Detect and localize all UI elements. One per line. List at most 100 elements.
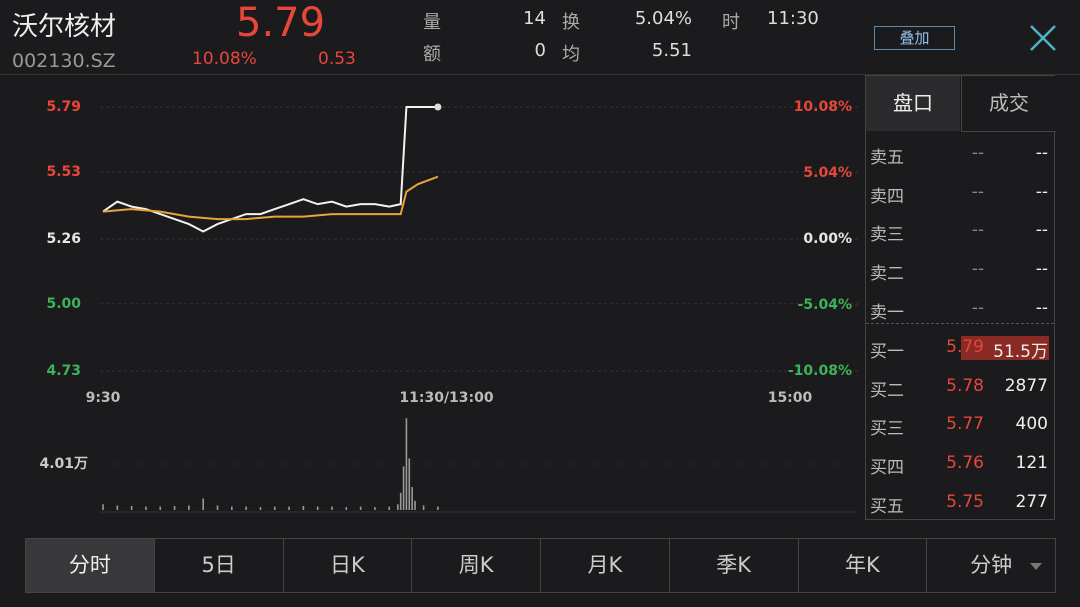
book-row: 卖五 -- --	[866, 134, 1054, 172]
row-price: 5.75	[946, 491, 984, 512]
stat-value: 11:30	[767, 8, 819, 29]
period-tab[interactable]: 5日	[155, 539, 284, 592]
last-price: 5.79	[236, 0, 326, 46]
row-label: 卖一	[870, 302, 904, 323]
volume-bar	[405, 418, 408, 510]
series-line	[102, 175, 439, 221]
row-price: --	[971, 259, 984, 280]
book-row: 买二 5.78 2877	[866, 367, 1054, 405]
stat-label: 时	[722, 12, 740, 33]
y-tick-label: 5.53	[46, 164, 81, 180]
stat-label: 额	[423, 44, 441, 65]
volume-bar	[402, 466, 405, 510]
period-tabs: 分时 5日 日K 周K 月K 季K 年K 分钟	[25, 538, 1056, 593]
y-tick-label: 5.79	[46, 99, 81, 115]
row-label: 卖五	[870, 148, 904, 168]
book-row: 卖一 -- --	[866, 289, 1054, 327]
volume-bar	[145, 506, 147, 510]
row-volume: 121	[1015, 453, 1048, 474]
row-label: 卖四	[870, 186, 904, 207]
row-label: 买二	[870, 380, 904, 401]
row-price: --	[971, 220, 984, 241]
row-label: 卖二	[870, 264, 904, 285]
book-row: 买五 5.75 277	[866, 483, 1054, 521]
row-volume: --	[1035, 181, 1048, 202]
row-label: 卖三	[870, 225, 904, 246]
y2-tick-label: -5.04%	[798, 297, 852, 313]
row-price: --	[971, 297, 984, 318]
volume-bar	[345, 507, 348, 510]
y2-tick-label: -10.08%	[788, 363, 852, 379]
overlay-button[interactable]: 叠加	[874, 26, 955, 50]
volume-bar	[411, 487, 413, 510]
dropdown-arrow	[1030, 563, 1042, 570]
row-price: 5.78	[946, 375, 984, 396]
series-line	[102, 106, 438, 233]
row-label: 买三	[870, 419, 904, 440]
chart: 5.79 5.53 5.26 5.00 4.73 10.08% 5.04% 0.00% -5.0…	[39, 99, 858, 513]
book-row: 卖三 -- --	[866, 211, 1054, 249]
volume-bar	[331, 506, 333, 510]
period-tab[interactable]: 年K	[799, 539, 928, 592]
row-price: --	[971, 181, 984, 202]
volume-bar	[188, 505, 190, 510]
row-price: 5.76	[946, 453, 984, 474]
period-tab[interactable]: 分钟	[970, 553, 1013, 577]
close-button[interactable]	[1028, 24, 1058, 52]
volume-bar	[202, 498, 204, 510]
stat-value: 14	[523, 8, 546, 29]
divider	[0, 74, 1080, 75]
stat-label: 换	[562, 12, 580, 33]
row-volume: --	[1035, 220, 1048, 241]
period-tab[interactable]: 分时	[26, 539, 155, 592]
y2-tick-label: 5.04%	[803, 165, 852, 181]
book-row: 买三 5.77 400	[866, 405, 1054, 443]
volume-bar	[437, 506, 439, 510]
x-tick-label: 11:30/13:00	[399, 390, 493, 406]
volume-bar	[216, 505, 219, 510]
y-tick-label: 5.00	[46, 296, 81, 312]
volume-tick-label: 4.01万	[39, 456, 88, 472]
book-divider	[866, 323, 1054, 324]
order-book: 盘口 成交 卖五 -- -- 卖四 -- -- 卖三 -- -- 卖二 -- -- 卖一 -- -- 买一 5.79…	[865, 75, 1056, 521]
period-tab[interactable]: 月K	[541, 539, 670, 592]
y2-tick-label: 10.08%	[794, 99, 852, 115]
stat-value: 5.51	[651, 40, 692, 61]
book-tab: 成交	[961, 76, 1056, 132]
book-tab: 盘口	[866, 76, 960, 131]
row-label: 买五	[870, 496, 904, 517]
row-price: 5.79	[946, 337, 984, 357]
stat-value: 5.04%	[634, 8, 692, 29]
volume-bar	[273, 506, 276, 510]
volume-bar	[245, 506, 247, 510]
change-pct: 10.08%	[192, 49, 257, 69]
period-tab[interactable]: 日K	[284, 539, 413, 592]
row-volume: --	[1035, 297, 1048, 318]
row-price: --	[971, 143, 984, 163]
period-tab[interactable]: 周K	[412, 539, 541, 592]
volume-bar	[288, 506, 290, 510]
stat-value: 0	[534, 40, 546, 61]
row-volume: --	[1035, 143, 1048, 163]
volume-bar	[173, 505, 176, 510]
row-volume: 277	[1015, 491, 1048, 512]
book-row: 卖二 -- --	[866, 250, 1054, 288]
volume-bar	[116, 505, 119, 510]
volume-bar	[374, 507, 376, 510]
period-tab[interactable]: 季K	[670, 539, 799, 592]
volume-bar	[359, 506, 362, 510]
row-volume: 2877	[1004, 375, 1048, 396]
y-tick-label: 5.26	[46, 231, 81, 247]
row-volume: 400	[1015, 414, 1048, 435]
row-price: 5.77	[946, 414, 984, 435]
volume-bar	[159, 506, 162, 510]
volume-bar	[388, 506, 391, 510]
volume-bar	[316, 506, 319, 510]
y-tick-label: 4.73	[46, 363, 81, 379]
volume-bar	[397, 504, 399, 510]
row-label: 买一	[870, 342, 904, 362]
volume-bar	[414, 500, 416, 510]
change: 0.53	[318, 49, 356, 69]
last-point	[434, 103, 442, 111]
